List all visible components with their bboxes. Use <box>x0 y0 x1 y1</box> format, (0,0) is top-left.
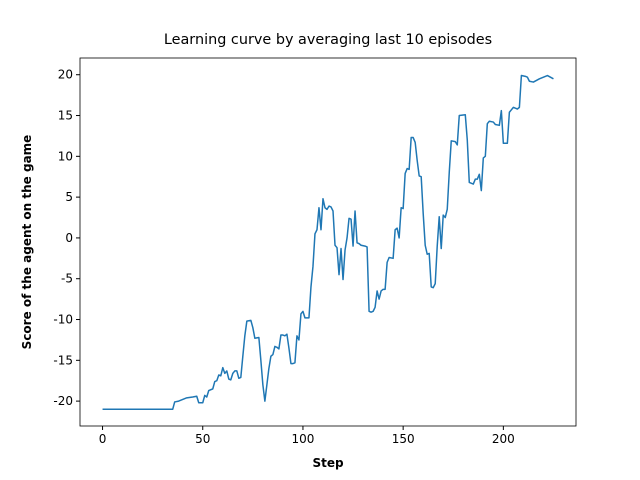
x-axis-label: Step <box>312 456 344 470</box>
x-tick-label: 150 <box>392 432 415 446</box>
y-tick-label: 0 <box>65 231 73 245</box>
y-tick-label: 5 <box>65 190 73 204</box>
y-tick-label: -10 <box>53 313 73 327</box>
plot-frame <box>79 57 577 427</box>
y-tick-label: -15 <box>53 353 73 367</box>
chart-title: Learning curve by averaging last 10 epis… <box>164 32 492 48</box>
y-tick-label: 15 <box>58 109 73 123</box>
line-series <box>102 74 554 411</box>
y-axis-label: Score of the agent on the game <box>20 135 34 350</box>
x-tick-label: 0 <box>99 432 107 446</box>
y-tick-label: 10 <box>58 149 73 163</box>
y-tick-label: 20 <box>58 68 73 82</box>
y-tick-label: -5 <box>61 272 73 286</box>
x-tick-label: 100 <box>291 432 314 446</box>
x-tick-label: 200 <box>492 432 515 446</box>
y-tick-label: -20 <box>53 394 73 408</box>
x-tick-label: 50 <box>195 432 210 446</box>
